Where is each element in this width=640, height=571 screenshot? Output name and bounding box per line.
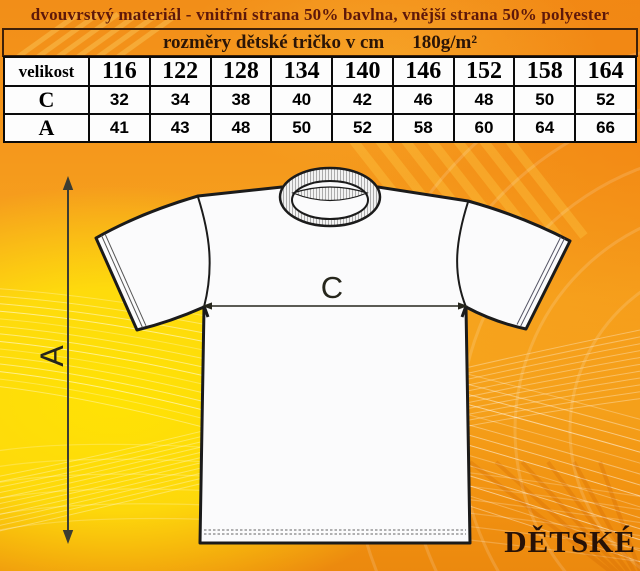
bottom-dark-rays: [468, 460, 640, 571]
value-cell: 50: [513, 85, 577, 115]
category-label: DĚTSKÉ: [504, 524, 636, 559]
height-label: A: [34, 345, 70, 367]
value-cell: 64: [513, 113, 577, 143]
size-cell: 122: [148, 56, 212, 87]
value-cell: 48: [209, 113, 273, 143]
size-cell: 128: [209, 56, 273, 87]
value-cell: 32: [88, 85, 151, 115]
table-row-height: A 41 43 48 50 52 58 60 64 66: [3, 113, 637, 143]
value-cell: 48: [452, 85, 516, 115]
size-cell: 134: [270, 56, 334, 87]
value-cell: 42: [331, 85, 394, 115]
width-measure-arrow: [202, 302, 468, 310]
value-cell: 52: [574, 85, 637, 115]
value-cell: 58: [391, 113, 455, 143]
size-cell: 116: [88, 56, 151, 87]
chart-title: rozměry dětské tričko v cm: [162, 31, 385, 53]
row-label-c: C: [3, 85, 90, 115]
size-cell: 158: [513, 56, 577, 87]
chart-title-box: rozměry dětské tričko v cm 180g/m²: [2, 28, 638, 57]
value-cell: 38: [209, 85, 273, 115]
value-cell: 34: [148, 85, 212, 115]
size-table: velikost 116 122 128 134 140 146 152 158…: [3, 56, 637, 143]
value-cell: 41: [88, 113, 151, 143]
size-cell: 140: [331, 56, 394, 87]
size-header-label: velikost: [3, 56, 90, 87]
value-cell: 66: [574, 113, 637, 143]
collar: [278, 166, 382, 228]
value-cell: 60: [452, 113, 516, 143]
table-row-width: C 32 34 38 40 42 46 48 50 52: [3, 85, 637, 115]
size-cell: 146: [391, 56, 455, 87]
value-cell: 52: [331, 113, 394, 143]
tshirt-drawing: [94, 166, 572, 545]
tshirt-body: [94, 185, 572, 545]
value-cell: 43: [148, 113, 212, 143]
width-label: C: [320, 270, 344, 305]
size-cell: 152: [452, 56, 516, 87]
value-cell: 50: [270, 113, 334, 143]
value-cell: 40: [270, 85, 334, 115]
material-description: dvouvrstvý materiál - vnitřní strana 50%…: [30, 5, 610, 24]
value-cell: 46: [391, 85, 455, 115]
row-label-a: A: [3, 113, 90, 143]
fabric-weight: 180g/m²: [412, 31, 478, 53]
height-measure-arrow: [62, 176, 74, 544]
table-row-sizes: velikost 116 122 128 134 140 146 152 158…: [3, 56, 637, 87]
size-cell: 164: [574, 56, 637, 87]
